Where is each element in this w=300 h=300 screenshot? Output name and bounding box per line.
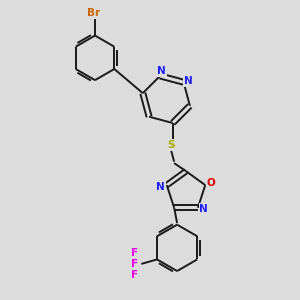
Text: F: F bbox=[130, 259, 138, 269]
Text: N: N bbox=[157, 67, 166, 76]
Text: S: S bbox=[167, 140, 175, 150]
Text: N: N bbox=[184, 76, 192, 86]
Text: N: N bbox=[157, 182, 165, 192]
Text: F: F bbox=[130, 270, 138, 280]
Text: Br: Br bbox=[87, 8, 100, 18]
Text: N: N bbox=[200, 204, 208, 214]
Text: O: O bbox=[207, 178, 216, 188]
Text: F: F bbox=[130, 248, 138, 258]
